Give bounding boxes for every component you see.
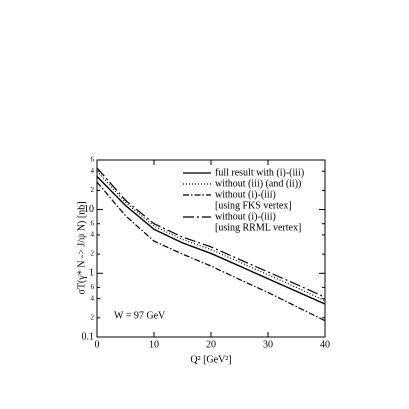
y-tick-label: 2: [91, 313, 95, 321]
x-tick-label: 10: [149, 339, 159, 350]
x-tick-label: 0: [95, 339, 100, 350]
x-tick-label: 30: [263, 339, 273, 350]
legend-label: without (i)-(iii): [215, 189, 276, 200]
y-tick-label: 6: [91, 283, 95, 291]
y-tick-label: 6: [91, 156, 95, 164]
x-tick-label: 20: [206, 339, 216, 350]
legend-label: full result with (i)-(iii): [215, 167, 304, 178]
annotation: W = 97 GeV: [114, 310, 166, 321]
x-tick-label: 40: [320, 339, 330, 350]
series-line: [96, 170, 326, 302]
series-line: [96, 176, 326, 305]
legend-label: without (iii) (and (ii)): [215, 178, 301, 189]
y-tick-label: 6: [91, 219, 95, 227]
y-tick-label: 4: [91, 167, 95, 175]
y-tick-label: 2: [91, 186, 95, 194]
series-line: [96, 167, 326, 298]
legend-sublabel: [using RRML vertex]: [215, 222, 301, 233]
y-tick-label: 4: [91, 294, 95, 302]
legend-label: without (i)-(iii): [215, 211, 276, 222]
y-tick-label: 10: [84, 204, 94, 215]
legend-sublabel: [using FKS vertex]: [215, 200, 292, 211]
y-tick-label: 1: [89, 268, 94, 279]
y-axis-label: σT(γ* N -> J/ψ N) [nb]: [76, 201, 87, 294]
y-tick-label: 0.1: [82, 331, 95, 342]
y-tick-label: 2: [91, 250, 95, 258]
y-tick-label: 4: [91, 231, 95, 239]
x-axis-label: Q² [GeV²]: [190, 354, 231, 365]
